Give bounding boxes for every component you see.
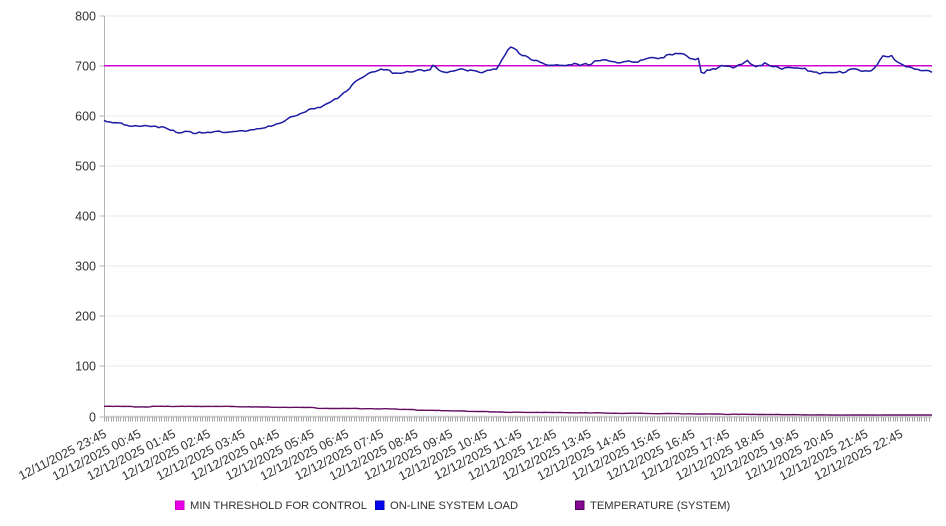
svg-text:400: 400 — [75, 209, 96, 223]
svg-text:500: 500 — [75, 159, 96, 173]
svg-text:ON-LINE SYSTEM LOAD: ON-LINE SYSTEM LOAD — [390, 500, 518, 512]
svg-text:200: 200 — [75, 309, 96, 323]
svg-text:600: 600 — [75, 109, 96, 123]
svg-text:TEMPERATURE (SYSTEM): TEMPERATURE (SYSTEM) — [590, 500, 731, 512]
svg-text:MIN THRESHOLD FOR CONTROL: MIN THRESHOLD FOR CONTROL — [190, 500, 367, 512]
svg-text:300: 300 — [75, 259, 96, 273]
svg-text:0: 0 — [89, 410, 96, 424]
svg-text:700: 700 — [75, 59, 96, 73]
svg-text:100: 100 — [75, 359, 96, 373]
svg-text:800: 800 — [75, 9, 96, 23]
